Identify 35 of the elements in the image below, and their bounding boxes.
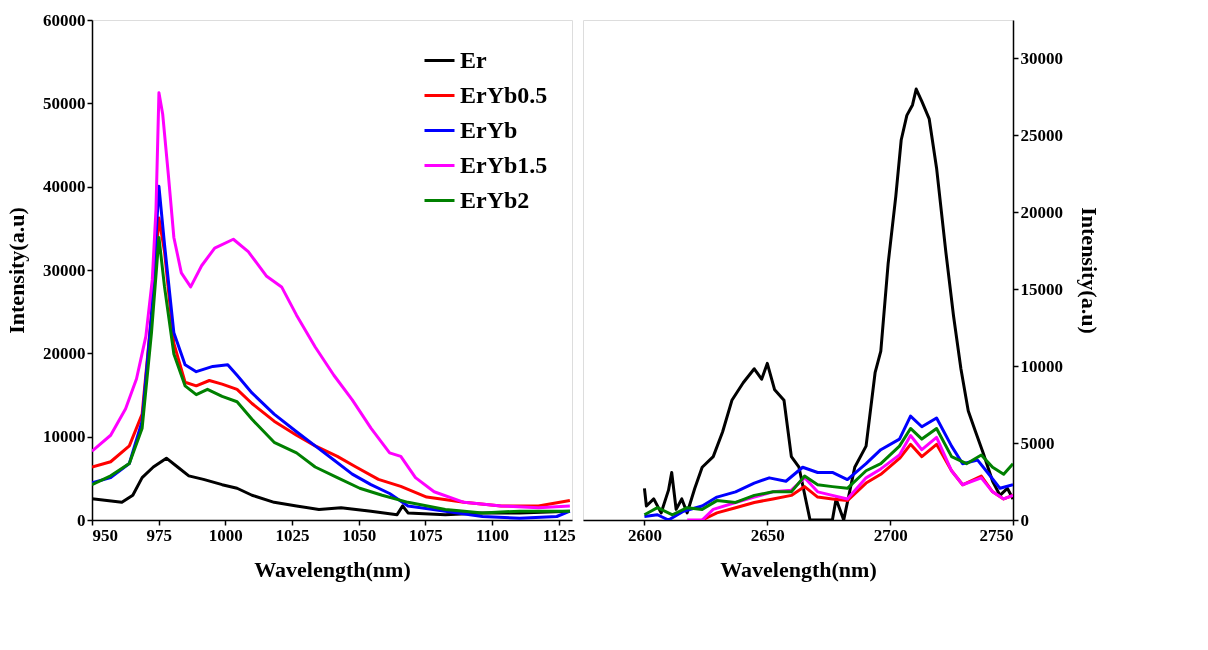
y-tick-label: 40000 [43, 177, 86, 197]
y2-tick-label: 30000 [1020, 48, 1063, 68]
x-tick-label: 1100 [475, 525, 510, 545]
y2-tick-label: 5000 [1020, 433, 1055, 453]
y-tick-label: 0 [77, 510, 86, 530]
legend-label: Er [460, 46, 488, 73]
x-tick-label: 1075 [408, 525, 443, 545]
x-axis-title: Wavelength(nm) [720, 556, 877, 582]
y-tick-label: 60000 [43, 10, 86, 30]
x-tick-label: 1125 [542, 525, 576, 545]
x-tick-label: 2750 [979, 525, 1014, 545]
x-tick-label: 2700 [873, 525, 908, 545]
y-tick-label: 10000 [43, 427, 86, 447]
y2-tick-label: 20000 [1020, 202, 1063, 222]
y2-axis-title: Intensity(a.u) [1077, 207, 1102, 334]
legend-label: ErYb2 [460, 186, 530, 213]
x-tick-label: 1000 [208, 525, 243, 545]
legend-label: ErYb1.5 [460, 151, 548, 178]
y-axis-title: Intensity(a.u) [4, 207, 29, 334]
y-tick-label: 20000 [43, 343, 86, 363]
x-axis-title: Wavelength(nm) [254, 556, 411, 582]
y2-tick-label: 10000 [1020, 356, 1063, 376]
x-tick-label: 2650 [750, 525, 785, 545]
x-tick-label: 2600 [627, 525, 662, 545]
legend-label: ErYb0.5 [460, 81, 548, 108]
x-tick-label: 975 [146, 525, 172, 545]
y2-tick-label: 25000 [1020, 125, 1063, 145]
y-tick-label: 50000 [43, 93, 86, 113]
y-tick-label: 30000 [43, 260, 86, 280]
legend-label: ErYb [460, 116, 518, 143]
y2-tick-label: 0 [1020, 510, 1029, 530]
y2-tick-label: 15000 [1020, 279, 1063, 299]
x-tick-label: 1025 [275, 525, 310, 545]
x-tick-label: 950 [92, 525, 118, 545]
x-tick-label: 1050 [342, 525, 377, 545]
